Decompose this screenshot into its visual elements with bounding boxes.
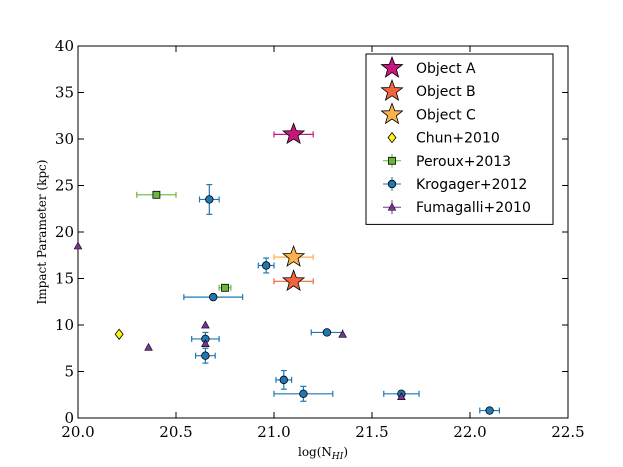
point-krogager-2012-9 <box>485 406 494 415</box>
point-fumagalli-2010-3 <box>201 339 210 347</box>
point-fumagalli-2010-4 <box>338 329 347 338</box>
point-chun-2010-0 <box>114 328 124 340</box>
legend-label: Object C <box>416 107 476 123</box>
y-tick-label: 5 <box>64 363 74 381</box>
legend-label: Fumagalli+2010 <box>416 200 531 216</box>
legend-marker-object-a <box>380 55 404 78</box>
x-axis-title: log(NHI) <box>298 445 348 462</box>
x-tick-label: 22.0 <box>453 423 486 441</box>
point-object-b-0 <box>281 269 306 292</box>
axis-ticks: 20.0 20.5 21.0 21.5 22.0 22.5 0 5 10 15 20 25 30 35 40 <box>55 37 585 441</box>
y-tick-label: 15 <box>55 270 74 288</box>
point-krogager-2012-5 <box>322 328 332 337</box>
point-fumagalli-2010-0 <box>73 241 83 250</box>
point-krogager-2012-4 <box>201 351 210 360</box>
point-peroux-2013-1 <box>221 283 229 292</box>
y-tick-label: 20 <box>55 223 74 241</box>
legend-label: Object A <box>416 61 476 77</box>
legend-marker-fumagalli-2010 <box>387 202 397 211</box>
y-axis-title: Impact Parameter (kpc) <box>35 160 49 305</box>
y-tick-label: 0 <box>64 409 74 427</box>
y-tick-label: 10 <box>55 316 74 334</box>
legend-marker-object-b <box>380 79 404 102</box>
point-krogager-2012-1 <box>261 261 271 270</box>
x-tick-label: 20.5 <box>159 423 192 441</box>
y-tick-label: 30 <box>55 130 74 148</box>
x-tick-label: 21.5 <box>355 423 388 441</box>
legend-marker-peroux-2013 <box>388 156 396 165</box>
legend-label: Object B <box>416 84 476 100</box>
data-marks <box>73 122 500 415</box>
legend-marker-chun-2010 <box>387 131 397 144</box>
legend-label: Chun+2010 <box>416 131 500 147</box>
legend: Object A Object B Object C Chun+2010 Peroux+… <box>365 53 554 225</box>
x-tick-label: 22.5 <box>551 423 584 441</box>
x-tick-label: 20.0 <box>61 423 94 441</box>
point-object-a-0 <box>282 122 306 145</box>
y-tick-label: 35 <box>55 84 74 102</box>
point-peroux-2013-0 <box>152 190 161 199</box>
point-krogager-2012-6 <box>279 375 288 385</box>
y-tick-label: 40 <box>55 37 74 55</box>
point-fumagalli-2010-1 <box>144 342 153 351</box>
point-fumagalli-2010-5 <box>397 392 406 400</box>
point-krogager-2012-2 <box>209 292 218 302</box>
point-object-c-0 <box>281 244 306 267</box>
legend-box <box>365 53 554 225</box>
legend-label: Krogager+2012 <box>416 177 527 193</box>
point-fumagalli-2010-2 <box>201 320 210 329</box>
point-krogager-2012-0 <box>205 195 214 204</box>
legend-marker-object-c <box>380 102 404 125</box>
y-tick-label: 25 <box>55 177 74 195</box>
point-krogager-2012-7 <box>299 389 308 399</box>
legend-label: Peroux+2013 <box>416 154 511 170</box>
legend-marker-krogager-2012 <box>387 179 397 189</box>
x-tick-label: 21.0 <box>257 423 290 441</box>
